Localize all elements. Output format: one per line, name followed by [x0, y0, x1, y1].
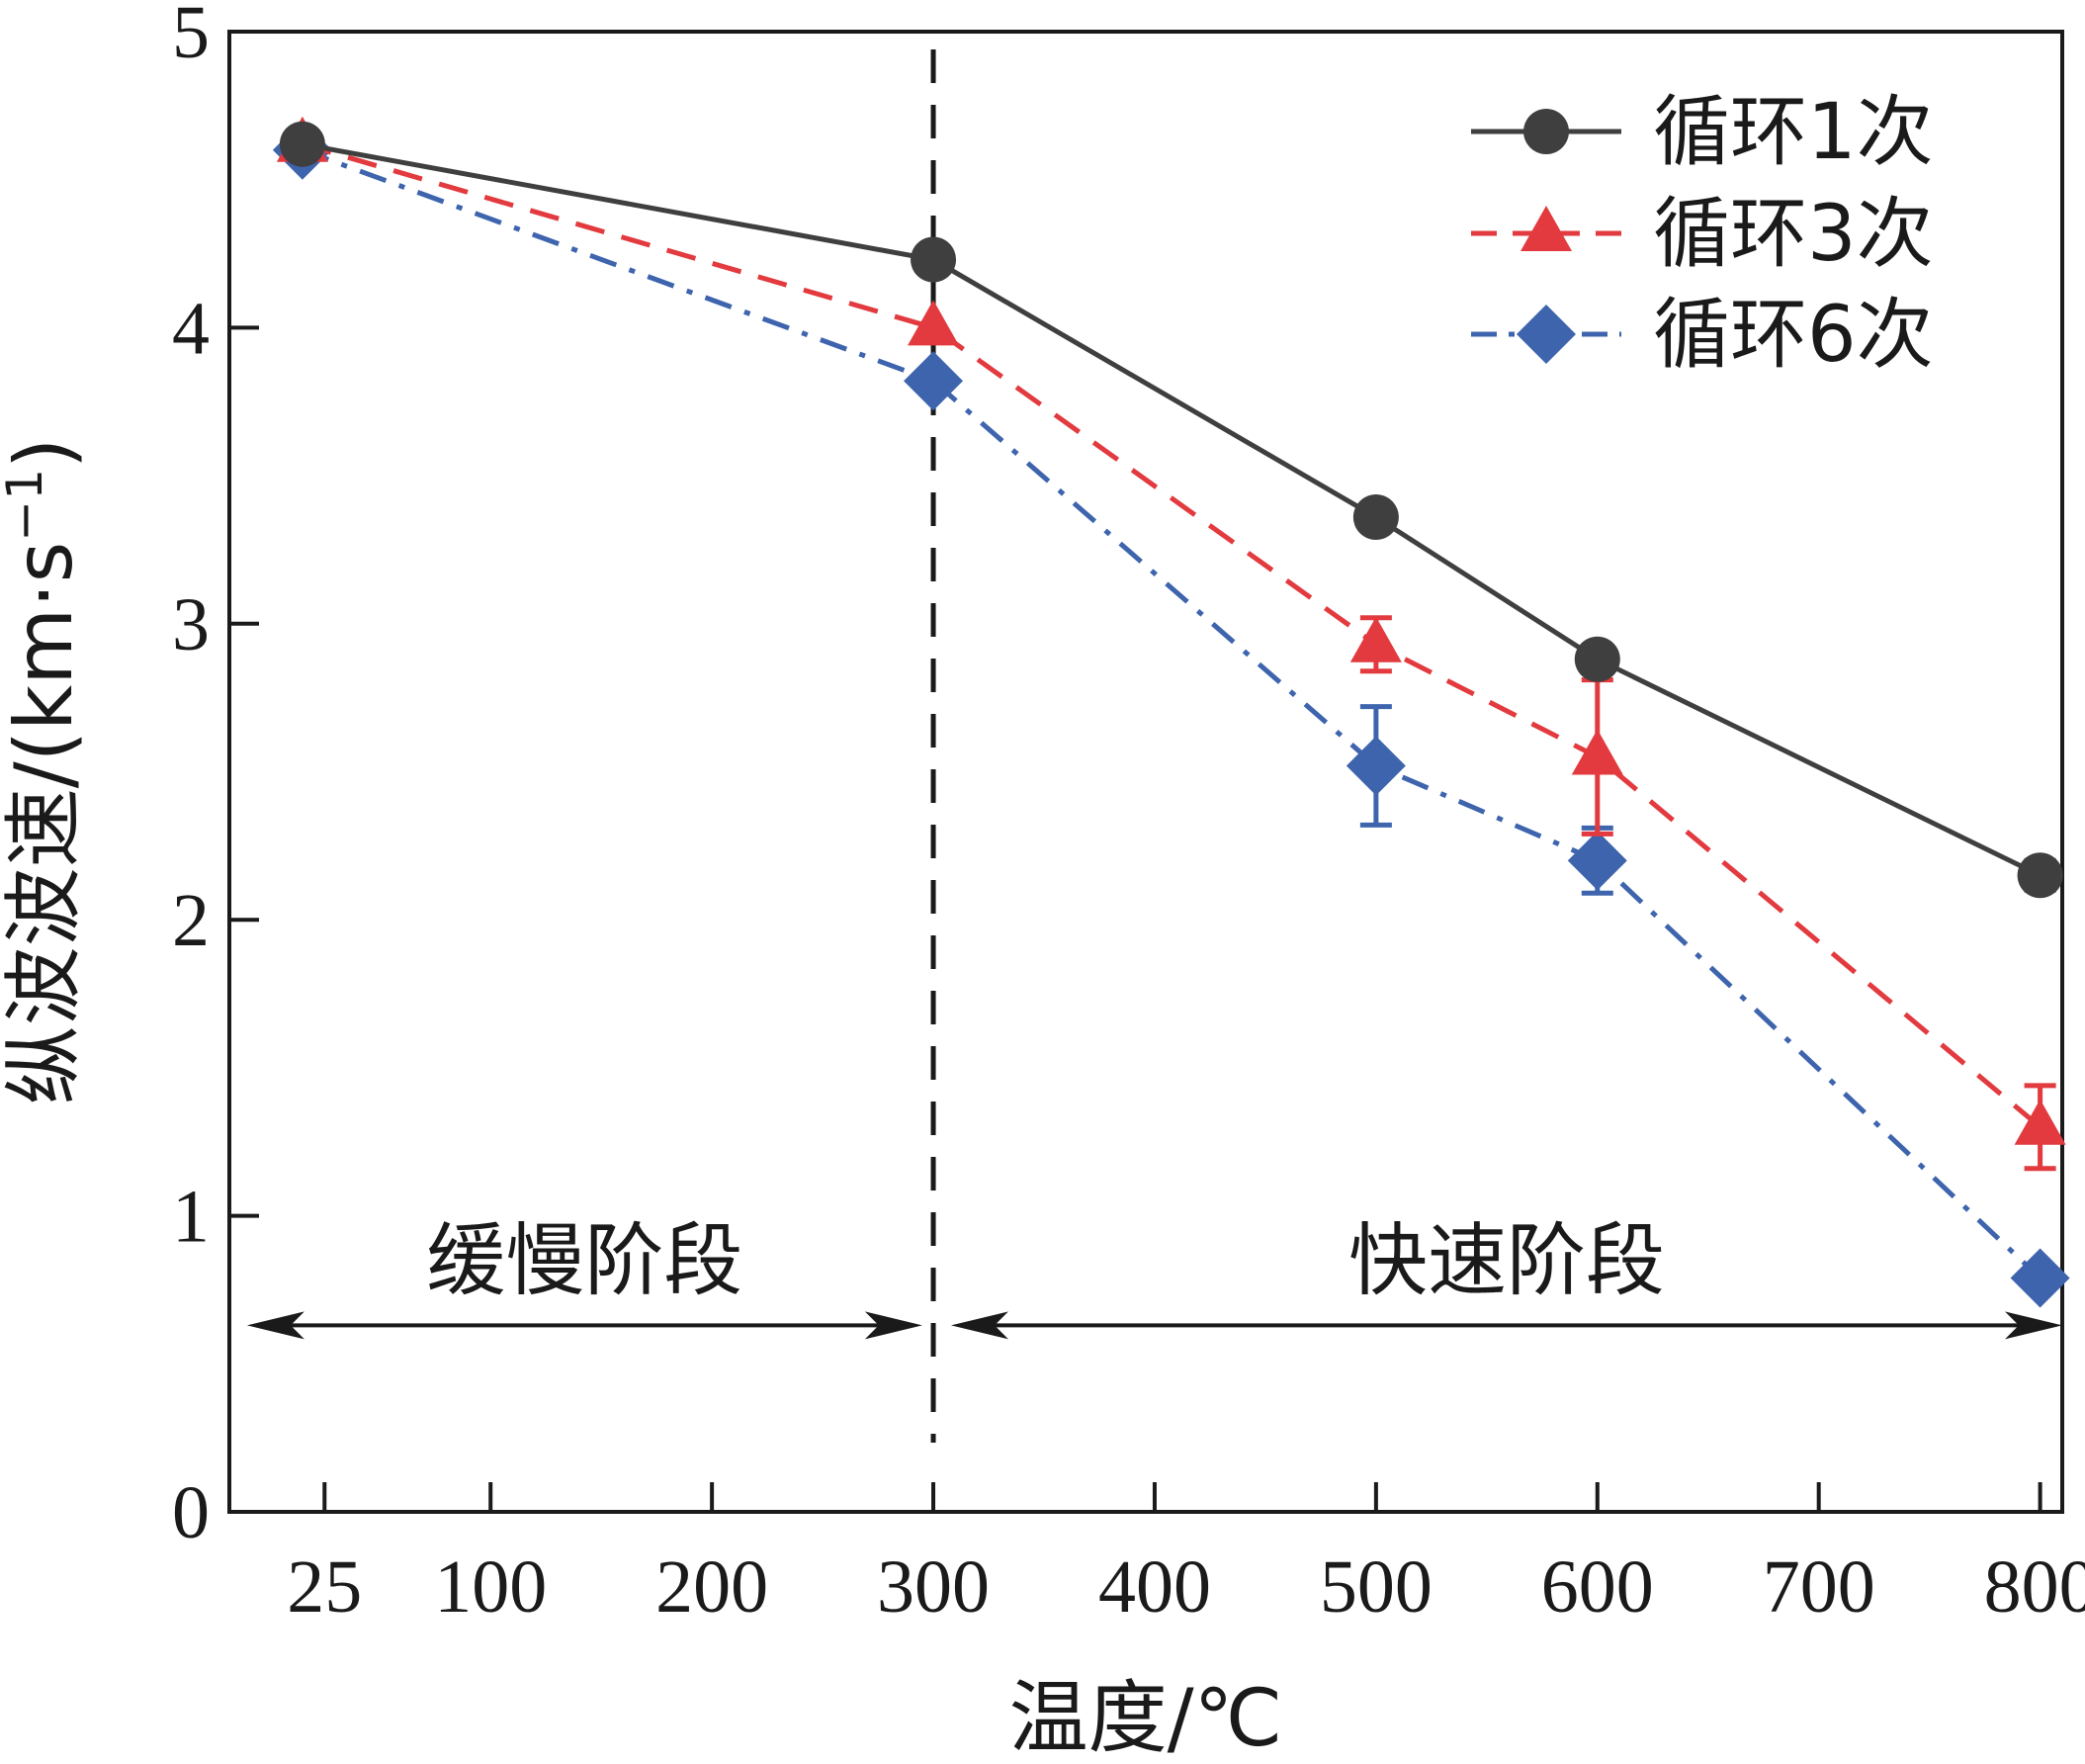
data-point-1-4 [1574, 636, 1620, 682]
data-point-3-4 [1567, 831, 1627, 891]
data-point-3-3 [1346, 736, 1406, 796]
legend-entry-3: 循环6次 [1471, 291, 1934, 380]
x-tick-label-300: 300 [877, 1545, 990, 1629]
x-tick-label-500: 500 [1320, 1545, 1433, 1629]
data-point-2-4 [1571, 729, 1623, 775]
data-series [272, 116, 2070, 1308]
x-tick-label-200: 200 [655, 1545, 768, 1629]
legend-entry-1: 循环1次 [1471, 88, 1934, 177]
plot-frame [227, 30, 2064, 1514]
stage-label-1: 缓慢阶段 [426, 1215, 742, 1307]
tick-labels: 25 100 200 300 400 500 600 700 800 0 1 2 3 4 5 [172, 0, 2085, 1629]
y-tick-label-3: 3 [172, 583, 210, 666]
y-axis-title-main: 纵波波速/(km·s [0, 542, 90, 1105]
legend-label-3: 循环6次 [1653, 291, 1934, 380]
data-point-1-5 [2017, 852, 2063, 899]
y-tick-label-5: 5 [172, 0, 210, 74]
series-3 [272, 120, 2070, 1308]
data-point-2-2 [908, 300, 960, 346]
x-tick-label-800: 800 [1984, 1545, 2085, 1629]
y-axis-title-sup: −1 [0, 469, 53, 542]
stage-label-2: 快速阶段 [1348, 1215, 1665, 1307]
series-line-3 [302, 147, 2042, 1280]
data-point-1-2 [911, 236, 957, 283]
y-tick-label-0: 0 [172, 1471, 210, 1554]
stage-arrow-head-right-1 [864, 1311, 922, 1340]
legend-label-2: 循环3次 [1653, 190, 1934, 279]
y-axis-title-tail: ) [0, 438, 90, 469]
stage-annotation-1: 缓慢阶段 [246, 1215, 922, 1340]
x-tick-label-600: 600 [1541, 1545, 1654, 1629]
y-tick-label-1: 1 [172, 1176, 210, 1259]
data-point-2-5 [2014, 1099, 2066, 1145]
series-1 [279, 121, 2063, 899]
stage-arrow-head-right-2 [2005, 1311, 2062, 1340]
x-tick-label-700: 700 [1763, 1545, 1875, 1629]
legend-marker-3 [1517, 305, 1576, 364]
legend: 循环1次 循环3次 循环6次 [1471, 88, 1934, 380]
stage-arrow-head-left-2 [950, 1311, 1008, 1340]
legend-symbol-2 [1520, 206, 1572, 251]
data-point-3-5 [2010, 1248, 2070, 1308]
y-tick-label-4: 4 [172, 287, 210, 370]
data-point-1-3 [1352, 494, 1399, 541]
tick-marks [229, 30, 2042, 1514]
y-axis-title: 纵波波速/(km·s−1) [0, 438, 90, 1104]
x-tick-label-400: 400 [1098, 1545, 1211, 1629]
data-point-1-1 [279, 121, 325, 167]
legend-marker-1 [1523, 109, 1569, 154]
legend-label-1: 循环1次 [1653, 88, 1934, 177]
y-tick-label-2: 2 [172, 879, 210, 962]
x-tick-label-100: 100 [434, 1545, 547, 1629]
legend-marker-2 [1520, 206, 1572, 251]
legend-symbol-3 [1517, 305, 1576, 364]
stage-annotation-2: 快速阶段 [950, 1215, 2062, 1340]
legend-entry-2: 循环3次 [1471, 190, 1934, 279]
x-tick-label-25: 25 [287, 1545, 362, 1629]
stage-arrow-head-left-1 [246, 1311, 304, 1340]
data-point-3-2 [904, 351, 964, 411]
legend-symbol-1 [1523, 109, 1569, 154]
x-axis-title: 温度/℃ [1009, 1672, 1283, 1764]
data-point-2-3 [1349, 616, 1402, 662]
